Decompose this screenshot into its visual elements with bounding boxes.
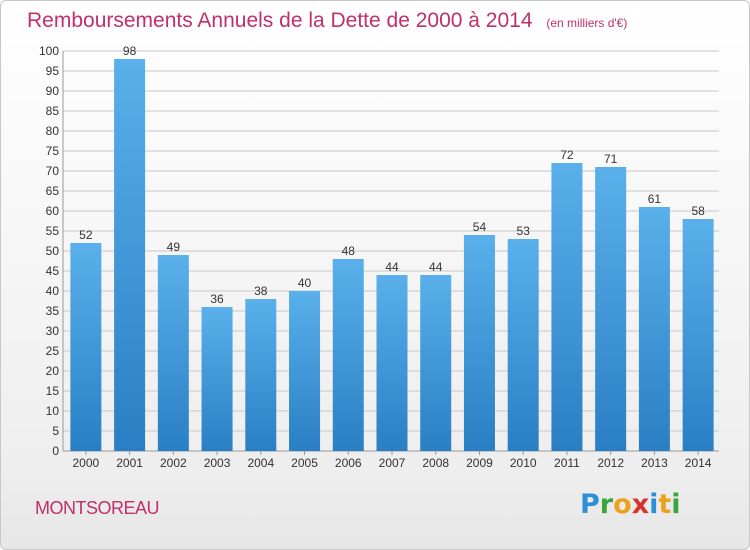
chart-title-text: Remboursements Annuels de la Dette de 20… <box>27 9 533 32</box>
bar <box>289 291 321 451</box>
x-tick-label: 2012 <box>597 456 624 470</box>
bar-value-label: 36 <box>210 292 224 306</box>
y-tick-label: 15 <box>46 384 60 398</box>
y-tick-label: 20 <box>46 364 60 378</box>
x-tick-label: 2004 <box>247 456 274 470</box>
bar-value-label: 38 <box>254 284 268 298</box>
brand-letter: x <box>631 489 650 520</box>
bar <box>638 207 670 451</box>
y-tick-label: 25 <box>46 344 60 358</box>
y-tick-label: 30 <box>46 324 60 338</box>
y-tick-label: 5 <box>52 424 59 438</box>
bar-value-label: 61 <box>648 192 662 206</box>
bar-value-label: 49 <box>167 240 181 254</box>
y-tick-label: 55 <box>46 224 60 238</box>
brand-logo: Proxiti <box>580 489 681 520</box>
y-tick-label: 95 <box>46 64 60 78</box>
x-tick-label: 2007 <box>379 456 406 470</box>
x-tick-label: 2014 <box>685 456 712 470</box>
x-tick-label: 2001 <box>116 456 143 470</box>
x-tick-label: 2010 <box>510 456 537 470</box>
bar <box>551 163 583 451</box>
bar <box>157 255 189 451</box>
x-tick-label: 2002 <box>160 456 187 470</box>
y-tick-label: 50 <box>46 244 60 258</box>
x-tick-label: 2009 <box>466 456 493 470</box>
x-tick-label: 2008 <box>422 456 449 470</box>
bar <box>245 299 277 451</box>
bar-value-label: 52 <box>79 228 93 242</box>
y-tick-label: 70 <box>46 164 60 178</box>
bar-value-label: 54 <box>473 220 487 234</box>
y-tick-label: 10 <box>46 404 60 418</box>
bar <box>682 219 714 451</box>
bar-value-label: 98 <box>123 44 137 58</box>
brand-letter: P <box>580 489 600 520</box>
y-tick-label: 100 <box>39 44 59 58</box>
bar <box>332 259 364 451</box>
x-tick-label: 2013 <box>641 456 668 470</box>
bar-value-label: 71 <box>604 152 618 166</box>
brand-letter: i <box>649 489 659 520</box>
bar-value-label: 53 <box>517 224 531 238</box>
bar <box>595 167 627 451</box>
bar <box>70 243 102 451</box>
bar-value-label: 48 <box>342 244 356 258</box>
y-tick-label: 75 <box>46 144 60 158</box>
bar-value-label: 44 <box>385 260 399 274</box>
brand-letter: t <box>658 489 672 520</box>
brand-letter: r <box>599 489 614 520</box>
bar-value-label: 58 <box>691 204 705 218</box>
y-tick-label: 60 <box>46 204 60 218</box>
x-tick-label: 2005 <box>291 456 318 470</box>
bar <box>114 59 146 451</box>
y-tick-label: 35 <box>46 304 60 318</box>
brand-letter: i <box>671 489 681 520</box>
bar <box>201 307 233 451</box>
city-name: MONTSOREAU <box>35 498 160 518</box>
chart-title: Remboursements Annuels de la Dette de 20… <box>27 9 627 33</box>
brand-letter: o <box>613 489 632 520</box>
y-tick-label: 65 <box>46 184 60 198</box>
bar <box>463 235 495 451</box>
y-tick-label: 0 <box>52 444 59 458</box>
bar-value-label: 72 <box>560 148 574 162</box>
y-tick-label: 85 <box>46 104 60 118</box>
y-tick-label: 90 <box>46 84 60 98</box>
bar-value-label: 44 <box>429 260 443 274</box>
bar <box>376 275 408 451</box>
y-tick-label: 80 <box>46 124 60 138</box>
x-tick-label: 2011 <box>554 456 580 470</box>
x-tick-label: 2006 <box>335 456 362 470</box>
x-tick-label: 2003 <box>204 456 231 470</box>
x-tick-label: 2000 <box>73 456 100 470</box>
y-tick-label: 40 <box>46 284 60 298</box>
bar <box>507 239 539 451</box>
bar-value-label: 40 <box>298 276 312 290</box>
chart-unit: (en milliers d'€) <box>546 16 628 30</box>
y-tick-label: 45 <box>46 264 60 278</box>
bar <box>420 275 452 451</box>
